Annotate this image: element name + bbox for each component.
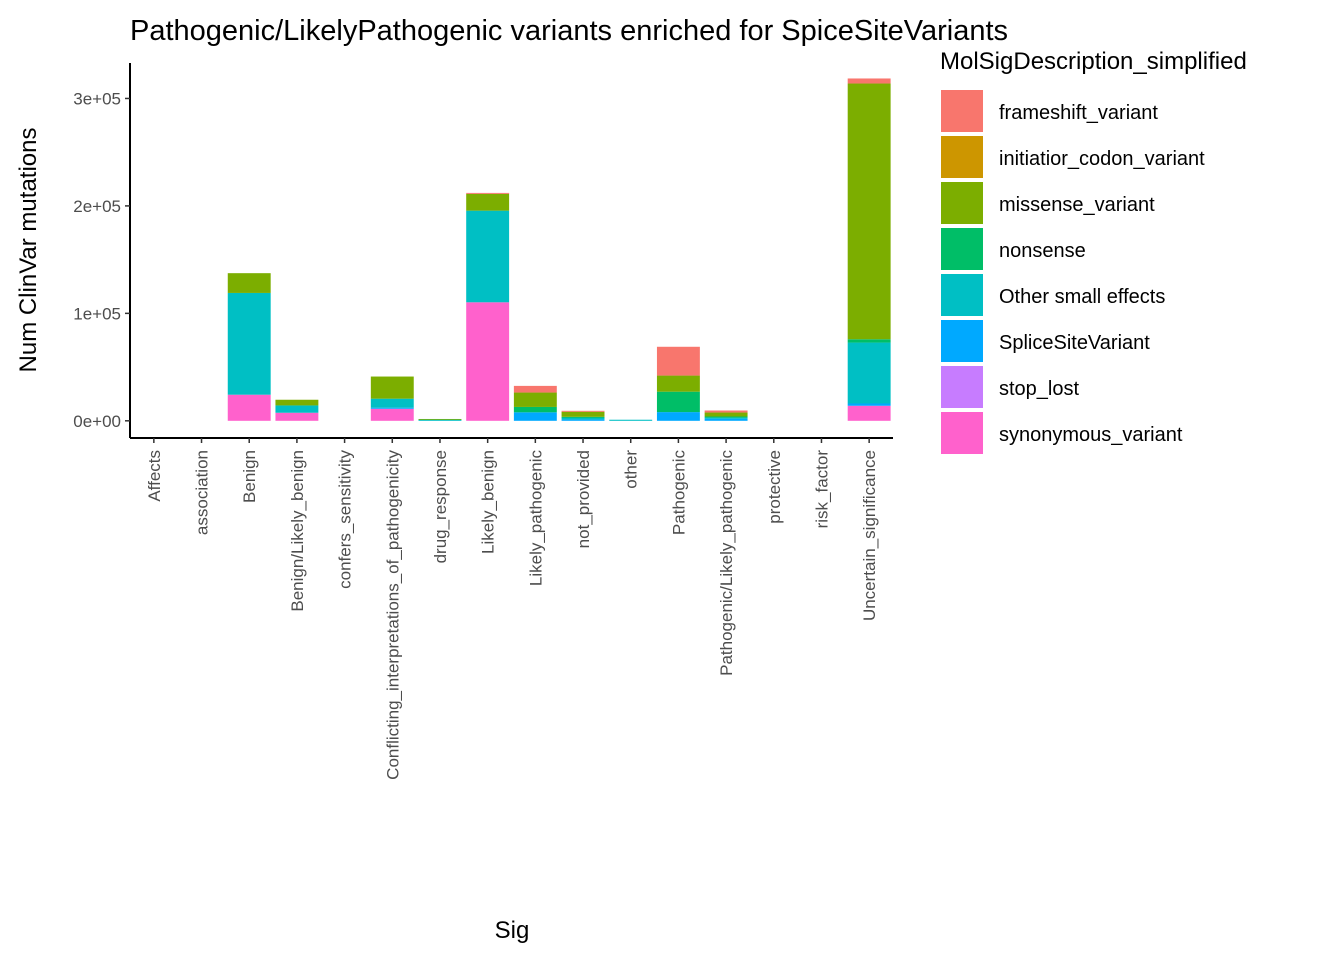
legend-label: missense_variant	[999, 194, 1155, 216]
legend-label: frameshift_variant	[999, 102, 1158, 124]
bar-segment	[418, 418, 462, 420]
bar-segment	[847, 342, 891, 404]
bar-segment	[227, 394, 271, 421]
x-tick-label: Benign/Likely_benign	[288, 450, 307, 612]
bar-segment	[704, 416, 748, 418]
bar-segment	[847, 83, 891, 340]
bar-segment	[466, 210, 510, 303]
bar-segment	[227, 273, 271, 293]
x-tick-label: Benign	[240, 450, 259, 503]
bar-segment	[847, 339, 891, 343]
bar-segment	[370, 376, 414, 399]
legend: MolSigDescription_simplified frameshift_…	[940, 48, 1247, 454]
x-tick-label: Conflicting_interpretations_of_pathogeni…	[383, 450, 402, 780]
x-tick-label: confers_sensitivity	[336, 450, 355, 589]
bar-segment	[466, 192, 510, 194]
bar-segment	[847, 78, 891, 84]
bar-segment	[370, 407, 414, 409]
x-tick-label: Uncertain_significance	[860, 450, 879, 621]
bar-segment	[609, 419, 653, 421]
y-tick-label: 2e+05	[73, 197, 121, 216]
bar-segment	[656, 375, 700, 392]
bar-segment	[275, 412, 319, 421]
legend-label: stop_lost	[999, 378, 1079, 400]
axes: 0e+00 1e+05 2e+05 3e+05 Affects association Be…	[73, 63, 893, 780]
bar-segment	[704, 412, 748, 417]
legend-label: Other small effects	[999, 286, 1165, 308]
x-tick-label: Pathogenic/Likely_pathogenic	[717, 450, 736, 676]
legend-key	[941, 320, 983, 362]
legend-label: SpliceSiteVariant	[999, 332, 1150, 354]
legend-key	[941, 412, 983, 454]
x-tick-label: drug_response	[431, 450, 450, 563]
bar-segment	[513, 385, 557, 393]
bar-segment	[513, 406, 557, 413]
bar-segment	[561, 417, 605, 420]
bar-segment	[561, 410, 605, 412]
bar-segment	[275, 405, 319, 413]
x-tick-label: association	[193, 450, 212, 535]
bar-segment	[513, 392, 557, 407]
bar-segment	[704, 417, 748, 419]
legend-label: synonymous_variant	[999, 424, 1183, 446]
y-tick-label: 1e+05	[73, 304, 121, 323]
x-tick-label: Likely_benign	[479, 450, 498, 554]
bar-segment	[561, 411, 605, 417]
bar-segment	[418, 419, 462, 421]
bar-segment	[561, 416, 605, 418]
y-tick-label: 0e+00	[73, 412, 121, 431]
legend-key	[941, 228, 983, 270]
x-tick-label: not_provided	[574, 450, 593, 548]
bar-segment	[561, 419, 605, 421]
legend-label: initiatior_codon_variant	[999, 148, 1205, 170]
bar-segment	[847, 405, 891, 421]
bar-segment	[370, 408, 414, 421]
bar-segment	[704, 418, 748, 421]
chart-title: Pathogenic/LikelyPathogenic variants enr…	[130, 15, 1008, 47]
bar-segment	[370, 398, 414, 408]
bar-segment	[275, 399, 319, 406]
legend-key	[941, 90, 983, 132]
legend-key	[941, 136, 983, 178]
bar-segment	[466, 193, 510, 211]
bars	[227, 78, 891, 421]
bar-segment	[656, 412, 700, 421]
bar-segment	[704, 410, 748, 413]
legend-key	[941, 366, 983, 408]
x-tick-label: risk_factor	[812, 450, 831, 529]
bar-segment	[466, 302, 510, 421]
y-axis-title: Num ClinVar mutations	[15, 128, 42, 373]
legend-label: nonsense	[999, 240, 1086, 262]
x-tick-label: other	[622, 450, 641, 489]
bar-segment	[656, 346, 700, 376]
bar-segment	[847, 403, 891, 406]
x-tick-label: Affects	[145, 450, 164, 502]
bar-segment	[513, 412, 557, 421]
x-axis-title: Sig	[495, 917, 530, 944]
x-tick-label: protective	[765, 450, 784, 524]
y-tick-label: 3e+05	[73, 89, 121, 108]
x-tick-label: Likely_pathogenic	[526, 450, 545, 587]
legend-key	[941, 182, 983, 224]
bar-segment	[227, 292, 271, 395]
bar-segment	[656, 391, 700, 413]
legend-key	[941, 274, 983, 316]
x-tick-label: Pathogenic	[669, 450, 688, 536]
legend-title: MolSigDescription_simplified	[940, 48, 1247, 75]
